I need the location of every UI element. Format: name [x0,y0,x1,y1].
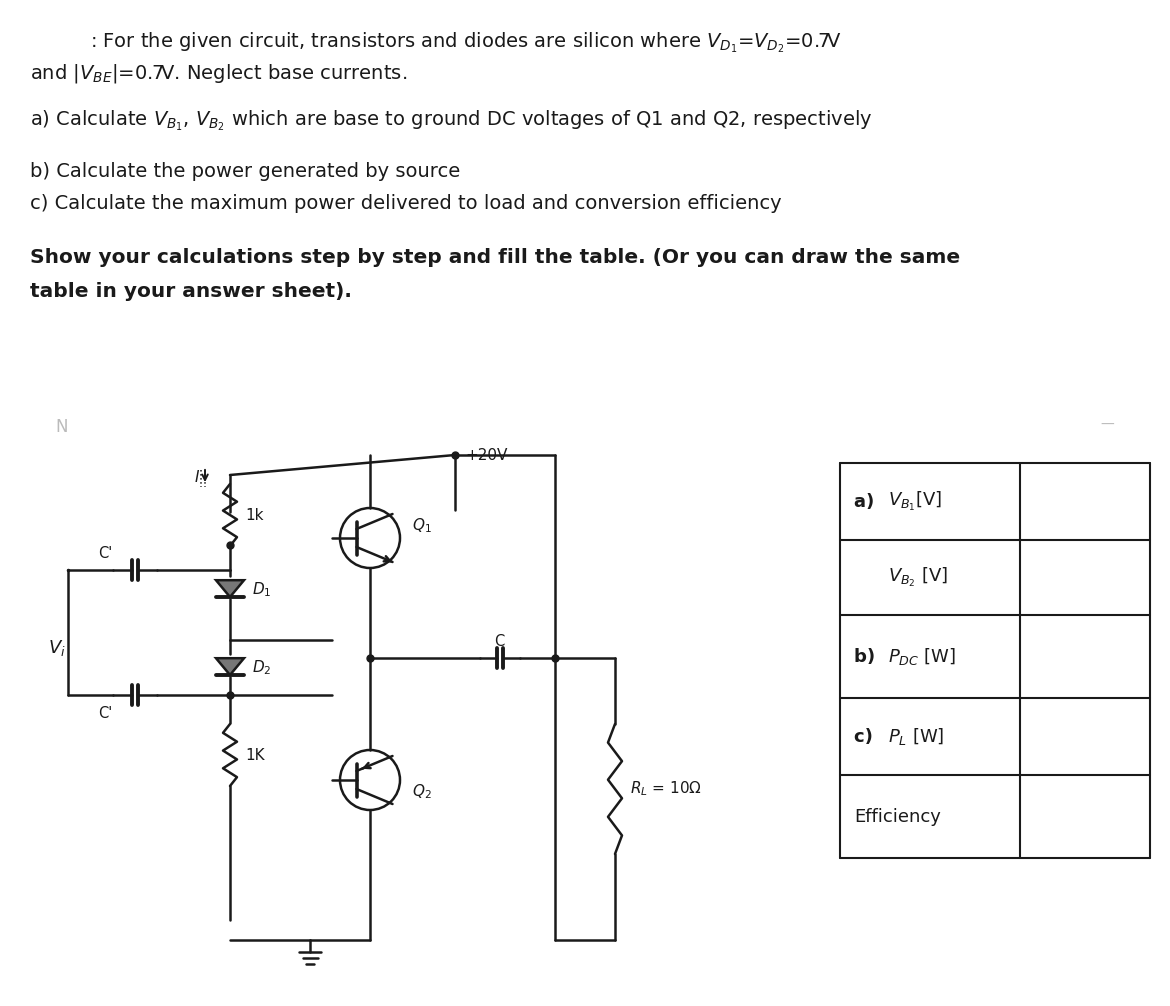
Text: $V_{B_1}$[V]: $V_{B_1}$[V] [888,490,942,513]
Text: a): a) [854,493,881,510]
Text: table in your answer sheet).: table in your answer sheet). [30,282,352,301]
Polygon shape [216,658,245,675]
Text: $R_L$ = 10Ω: $R_L$ = 10Ω [629,780,702,799]
Text: $Q_1$: $Q_1$ [412,517,432,535]
Text: +20V: +20V [464,448,508,463]
Text: $D_1$: $D_1$ [252,580,271,600]
Text: $P_L$ [W]: $P_L$ [W] [888,726,944,747]
Text: Show your calculations step by step and fill the table. (Or you can draw the sam: Show your calculations step by step and … [30,248,961,267]
Text: C': C' [98,705,112,720]
Text: C: C [494,634,504,649]
Text: C': C' [98,546,112,561]
Text: —: — [1100,418,1114,432]
Text: b) Calculate the power generated by source: b) Calculate the power generated by sour… [30,162,460,181]
Text: b): b) [854,648,881,666]
Text: 1k: 1k [245,507,263,522]
Text: $D_2$: $D_2$ [252,659,271,677]
Text: Efficiency: Efficiency [854,808,941,826]
Text: c) Calculate the maximum power delivered to load and conversion efficiency: c) Calculate the maximum power delivered… [30,194,782,213]
Text: a) Calculate $V_{B_1}$, $V_{B_2}$ which are base to ground DC voltages of Q1 and: a) Calculate $V_{B_1}$, $V_{B_2}$ which … [30,108,873,133]
Text: I: I [195,470,200,485]
Text: $Q_2$: $Q_2$ [412,783,432,802]
Text: $V_i$: $V_i$ [48,638,66,658]
Text: N: N [55,418,68,436]
Text: : For the given circuit, transistors and diodes are silicon where $V_{D_1}$=$V_{: : For the given circuit, transistors and… [90,30,842,54]
Text: 1K: 1K [245,747,264,763]
Text: c): c) [854,727,879,745]
Polygon shape [216,580,245,597]
Text: $V_{B_2}$ [V]: $V_{B_2}$ [V] [888,566,948,590]
Text: $P_{DC}$ [W]: $P_{DC}$ [W] [888,646,956,667]
Text: and $|V_{BE}|$=0.7V. Neglect base currents.: and $|V_{BE}|$=0.7V. Neglect base curren… [30,62,407,85]
